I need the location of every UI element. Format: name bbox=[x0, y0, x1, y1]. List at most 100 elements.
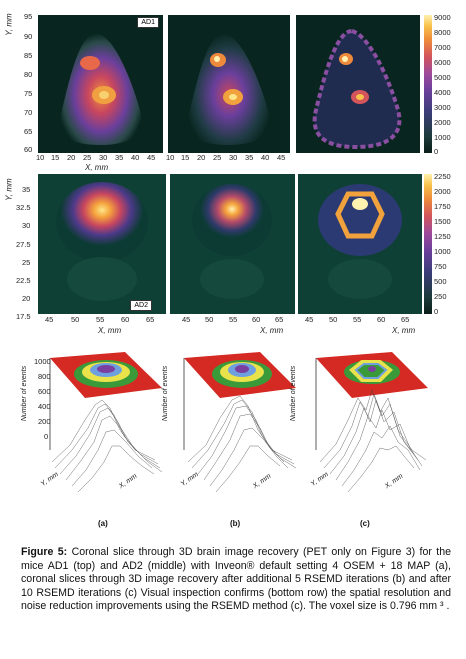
z-tick: 0 bbox=[44, 432, 49, 441]
x-tick: 10 bbox=[36, 153, 45, 162]
y-tick: 90 bbox=[24, 32, 33, 41]
y-tick: 35 bbox=[22, 185, 31, 194]
z-tick: 400 bbox=[38, 402, 51, 411]
colorbar-tick: 2000 bbox=[434, 118, 451, 127]
colorbar-tick: 5000 bbox=[434, 73, 451, 82]
colorbar-tick: 9000 bbox=[434, 13, 451, 22]
top-image-a: AD1 bbox=[38, 15, 163, 153]
top-image-b-heatmap bbox=[188, 33, 270, 145]
top-image-a-heatmap bbox=[60, 33, 142, 145]
x-tick: 45 bbox=[147, 153, 156, 162]
colorbar-tick: 250 bbox=[434, 292, 447, 301]
middle-row-ylabel: Y, mm bbox=[4, 178, 14, 201]
bottom-zlabel-c: Number of events bbox=[290, 365, 298, 422]
panel-letter-a: (a) bbox=[98, 519, 108, 528]
colorbar-tick: 750 bbox=[434, 262, 447, 271]
middle-xlabel-b: X, mm bbox=[260, 326, 284, 335]
x-tick: 55 bbox=[96, 315, 105, 324]
y-tick: 30 bbox=[22, 221, 31, 230]
top-tag: AD1 bbox=[137, 17, 159, 28]
colorbar-tick: 6000 bbox=[434, 58, 451, 67]
colorbar-tick: 2250 bbox=[434, 172, 451, 181]
top-xlabel-a: X, mm bbox=[85, 163, 109, 172]
colorbar-tick: 1500 bbox=[434, 217, 451, 226]
y-tick: 27.5 bbox=[16, 240, 31, 249]
top-image-c-heatmap bbox=[312, 28, 402, 150]
middle-image-b bbox=[170, 174, 295, 314]
z-tick: 200 bbox=[38, 417, 51, 426]
panel-letter-b: (b) bbox=[230, 519, 241, 528]
x-tick: 60 bbox=[377, 315, 386, 324]
x-tick: 60 bbox=[121, 315, 130, 324]
panel-letter-c: (c) bbox=[360, 519, 370, 528]
colorbar-tick: 1750 bbox=[434, 202, 451, 211]
top-image-b bbox=[168, 15, 290, 153]
z-tick: 800 bbox=[38, 372, 51, 381]
x-tick: 50 bbox=[205, 315, 214, 324]
y-tick: 80 bbox=[24, 70, 33, 79]
x-tick: 15 bbox=[51, 153, 60, 162]
x-tick: 45 bbox=[182, 315, 191, 324]
surface-plot-b bbox=[170, 350, 298, 500]
x-tick: 50 bbox=[329, 315, 338, 324]
y-tick: 95 bbox=[24, 12, 33, 21]
middle-image-c bbox=[298, 174, 422, 314]
x-tick: 40 bbox=[131, 153, 140, 162]
x-tick: 30 bbox=[99, 153, 108, 162]
y-tick: 65 bbox=[24, 127, 33, 136]
surface-a-svg bbox=[49, 352, 163, 493]
y-tick: 85 bbox=[24, 51, 33, 60]
top-row-ylabel: Y, mm bbox=[4, 13, 14, 36]
x-tick: 65 bbox=[275, 315, 284, 324]
x-tick: 10 bbox=[166, 153, 175, 162]
bottom-zlabel-a: Number of events bbox=[21, 365, 29, 422]
y-tick: 75 bbox=[24, 89, 33, 98]
middle-image-a-heatmap bbox=[38, 174, 166, 314]
middle-xlabel-a: X, mm bbox=[98, 326, 122, 335]
colorbar-tick: 0 bbox=[434, 307, 439, 316]
z-tick: 1000 bbox=[34, 357, 51, 366]
x-tick: 25 bbox=[213, 153, 222, 162]
x-tick: 25 bbox=[83, 153, 92, 162]
surface-b-svg bbox=[183, 352, 297, 493]
top-colorbar bbox=[424, 15, 432, 153]
x-tick: 35 bbox=[245, 153, 254, 162]
y-tick: 22.5 bbox=[16, 276, 31, 285]
y-tick: 70 bbox=[24, 108, 33, 117]
colorbar-tick: 8000 bbox=[434, 28, 451, 37]
y-tick: 32.5 bbox=[16, 203, 31, 212]
y-tick: 60 bbox=[24, 145, 33, 154]
caption-label: Figure 5: bbox=[21, 546, 68, 558]
colorbar-tick: 1000 bbox=[434, 133, 451, 142]
surface-c-svg bbox=[315, 352, 428, 493]
figure-caption: Figure 5: Coronal slice through 3D brain… bbox=[21, 546, 451, 614]
colorbar-tick: 2000 bbox=[434, 187, 451, 196]
y-tick: 20 bbox=[22, 294, 31, 303]
colorbar-tick: 4000 bbox=[434, 88, 451, 97]
y-tick: 17.5 bbox=[16, 312, 31, 321]
surface-plot-a bbox=[30, 350, 165, 500]
middle-tag: AD2 bbox=[130, 300, 152, 311]
x-tick: 40 bbox=[261, 153, 270, 162]
x-tick: 45 bbox=[305, 315, 314, 324]
middle-image-a: AD2 bbox=[38, 174, 166, 314]
colorbar-tick: 0 bbox=[434, 147, 439, 156]
x-tick: 30 bbox=[229, 153, 238, 162]
middle-image-c-heatmap bbox=[298, 174, 422, 314]
middle-image-b-heatmap bbox=[170, 174, 295, 314]
x-tick: 60 bbox=[252, 315, 261, 324]
colorbar-tick: 3000 bbox=[434, 103, 451, 112]
top-image-c bbox=[296, 15, 420, 153]
x-tick: 15 bbox=[181, 153, 190, 162]
x-tick: 35 bbox=[115, 153, 124, 162]
middle-colorbar bbox=[424, 174, 432, 314]
x-tick: 20 bbox=[67, 153, 76, 162]
colorbar-tick: 1000 bbox=[434, 247, 451, 256]
y-tick: 25 bbox=[22, 258, 31, 267]
x-tick: 55 bbox=[353, 315, 362, 324]
x-tick: 45 bbox=[277, 153, 286, 162]
caption-text: Coronal slice through 3D brain image rec… bbox=[21, 546, 451, 613]
colorbar-tick: 1250 bbox=[434, 232, 451, 241]
x-tick: 20 bbox=[197, 153, 206, 162]
bottom-zlabel-b: Number of events bbox=[162, 365, 170, 422]
